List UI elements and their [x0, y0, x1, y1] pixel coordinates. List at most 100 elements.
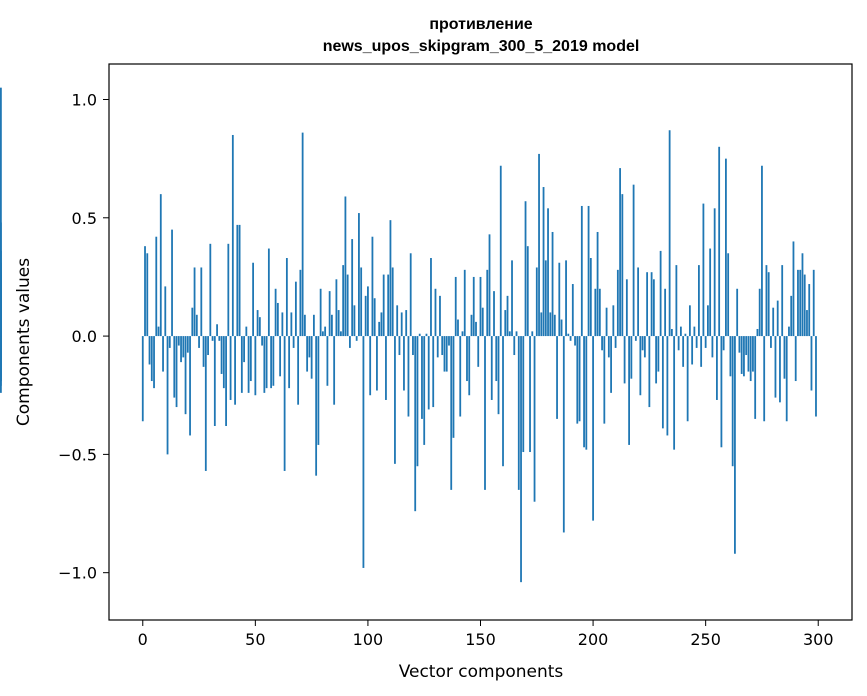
- bar: [256, 310, 259, 337]
- bar: [150, 336, 153, 382]
- bar: [141, 336, 144, 422]
- bar: [423, 336, 426, 445]
- bar: [578, 336, 581, 422]
- bar: [177, 336, 180, 346]
- bar: [799, 269, 802, 337]
- bar: [661, 336, 664, 429]
- bar: [693, 326, 696, 337]
- bar: [670, 328, 673, 337]
- chart-subtitle: news_upos_skipgram_300_5_2019 model: [323, 38, 640, 55]
- bar: [504, 310, 507, 337]
- bar: [481, 307, 484, 337]
- bar: [294, 281, 297, 337]
- bar: [299, 269, 302, 337]
- bar: [790, 295, 793, 337]
- bar: [776, 300, 779, 337]
- bar: [484, 336, 486, 490]
- bar: [499, 165, 502, 337]
- bar: [621, 194, 624, 337]
- bar: [603, 336, 606, 424]
- bar: [344, 196, 347, 337]
- bar: [252, 262, 254, 337]
- bar: [490, 336, 493, 400]
- bar: [218, 336, 221, 341]
- chart-title: противление: [429, 16, 532, 33]
- bar: [400, 312, 403, 337]
- bar: [538, 153, 540, 337]
- bar: [416, 336, 419, 467]
- bar: [247, 336, 250, 393]
- bar: [605, 307, 608, 337]
- bar: [301, 132, 304, 337]
- bar: [263, 336, 266, 393]
- bar: [407, 336, 410, 417]
- bar: [358, 213, 360, 337]
- bar: [425, 333, 428, 337]
- bar: [493, 291, 495, 337]
- bar: [594, 288, 597, 337]
- y-tick-label: −0.5: [58, 445, 97, 464]
- bar: [607, 336, 610, 358]
- bar: [524, 201, 527, 337]
- bar: [267, 248, 270, 337]
- bar: [646, 272, 649, 337]
- bar: [664, 288, 667, 337]
- bar: [716, 336, 718, 400]
- x-tick-label: 300: [803, 630, 834, 649]
- bar: [801, 253, 804, 337]
- bar: [245, 326, 248, 337]
- bar: [249, 336, 252, 382]
- bar: [589, 258, 592, 337]
- bar: [729, 336, 732, 377]
- bar: [526, 246, 529, 337]
- bar: [569, 336, 572, 341]
- bar: [236, 224, 239, 337]
- bar: [265, 336, 268, 389]
- bar: [159, 194, 162, 337]
- bar: [450, 336, 453, 490]
- bar: [686, 336, 689, 422]
- bar: [335, 279, 338, 337]
- bar: [558, 262, 561, 337]
- bar: [743, 336, 745, 377]
- bar: [713, 208, 716, 337]
- bar: [806, 310, 808, 337]
- bar: [785, 336, 788, 422]
- bar: [303, 314, 306, 337]
- bar: [655, 336, 658, 384]
- bar: [234, 336, 236, 405]
- bar: [321, 331, 324, 337]
- bar: [281, 312, 284, 337]
- bar: [718, 146, 721, 337]
- bar: [470, 314, 473, 337]
- bar: [598, 288, 601, 337]
- bar: [191, 307, 194, 337]
- bar: [349, 336, 351, 348]
- bar: [175, 336, 178, 408]
- bar: [385, 336, 387, 400]
- x-tick-label: 150: [465, 630, 496, 649]
- bar: [614, 336, 617, 348]
- bar: [576, 336, 579, 424]
- y-axis-label: Components values: [14, 258, 34, 426]
- bar: [317, 336, 320, 445]
- bar: [792, 241, 795, 337]
- bar: [144, 246, 146, 337]
- bar: [540, 312, 543, 337]
- bar: [209, 243, 212, 337]
- bar: [772, 307, 775, 337]
- bar: [698, 265, 700, 337]
- bar: [761, 165, 763, 337]
- bar: [535, 267, 538, 337]
- bar: [682, 336, 685, 367]
- x-tick-label: 250: [690, 630, 721, 649]
- bar: [749, 336, 752, 382]
- bar: [752, 336, 754, 372]
- bar: [758, 288, 761, 337]
- bar: [403, 336, 405, 391]
- bar: [511, 260, 513, 337]
- bar: [360, 267, 363, 337]
- bar: [463, 269, 466, 337]
- bar: [745, 336, 748, 356]
- bar: [583, 336, 585, 448]
